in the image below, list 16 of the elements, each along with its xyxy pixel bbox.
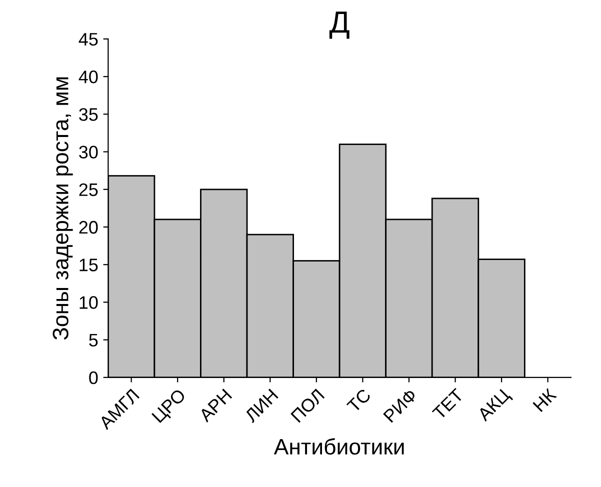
y-tick-label: 30	[79, 146, 98, 158]
y-tick-label: 35	[79, 108, 98, 121]
chart-title: Д	[329, 12, 350, 39]
x-axis-title: Антибиотики	[274, 438, 404, 455]
y-tick-label: 25	[79, 183, 98, 196]
y-tick-label: 20	[79, 220, 98, 234]
y-tick-label: 0	[89, 371, 98, 384]
y-axis-title: Зоны задержки роста, мм	[52, 77, 73, 340]
y-tick-label: 15	[80, 258, 98, 272]
x-tick-label: ТС	[346, 388, 372, 414]
y-tick-label: 5	[89, 334, 98, 347]
y-tick-label: 45	[78, 33, 98, 46]
x-tick-label: ТЕТ	[432, 388, 464, 420]
y-tick-label: 40	[78, 70, 98, 84]
y-tick-label: 10	[80, 296, 98, 309]
x-tick-label: НК	[532, 388, 557, 412]
